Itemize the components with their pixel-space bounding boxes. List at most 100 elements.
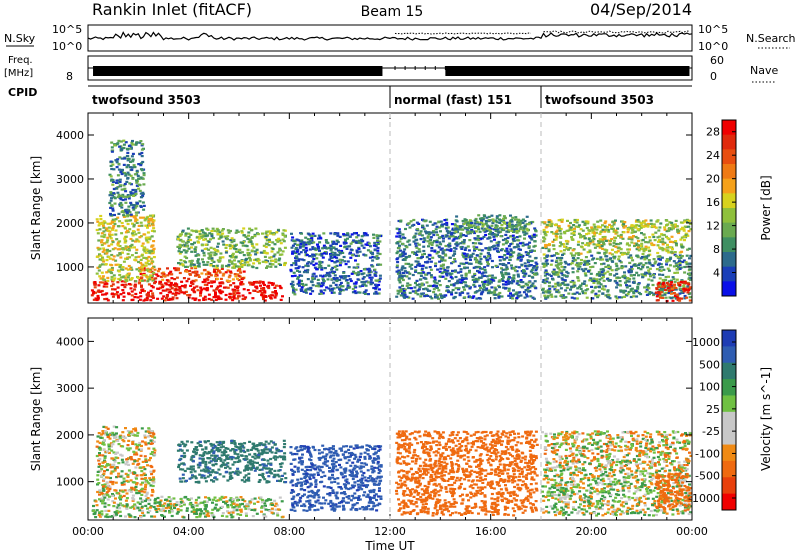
power-cell [512,239,516,242]
power-cell [670,281,674,284]
power-cell [330,253,333,256]
power-cell [466,222,470,225]
power-cell [654,226,658,229]
power-cell [674,219,678,222]
power-cell [573,220,577,223]
power-cell [177,292,181,295]
power-cell [205,263,209,266]
power-cell [304,283,308,286]
power-cell [642,225,646,228]
power-cell [360,244,364,247]
power-cell [623,221,627,224]
power-cell [114,233,118,236]
power-cell [276,240,280,243]
power-cell [636,219,640,222]
power-cell [518,223,522,226]
power-cell [106,236,110,239]
power-cell [256,257,260,261]
power-cell [559,232,563,235]
power-cell [661,283,665,286]
power-cell [130,277,134,280]
power-cell [426,235,430,238]
power-cell [311,246,315,249]
power-cell [461,291,465,294]
power-cell [689,277,692,280]
power-cell [604,239,608,242]
power-cell [456,226,460,229]
power-cell [230,296,233,299]
power-cell [462,239,466,242]
power-cell [416,260,420,263]
power-cell [561,273,565,277]
power-cell [254,285,258,288]
power-cell [397,219,401,223]
power-cell [419,295,423,298]
power-cell [109,222,113,225]
power-cell [123,157,127,160]
power-cell [203,280,207,283]
power-cell [665,219,669,222]
power-cell [234,285,238,288]
power-cell [271,259,275,262]
velocity-cell [168,509,171,513]
power-cell [674,223,677,226]
power-cell [364,243,368,246]
power-cell [359,270,363,273]
power-cell [563,230,566,234]
power-cell [272,255,276,258]
power-cell [125,147,129,150]
power-cell [265,230,269,233]
power-cell [496,228,500,231]
power-cell [341,289,345,292]
power-cell [512,289,515,292]
power-cell [117,212,121,215]
power-cell [469,262,473,265]
power-cell [238,251,242,254]
power-cell [463,218,467,221]
power-cell [341,285,345,288]
power-cell [135,214,138,217]
power-cell [420,292,424,295]
power-cell [408,291,412,294]
power-cell [417,243,421,246]
power-cell [590,254,594,257]
power-cell [217,269,220,272]
power-cell [435,241,439,244]
power-cell [414,281,417,285]
power-cell [559,236,563,239]
power-cell [332,287,336,290]
velocity-cell [98,511,102,514]
power-cell [242,254,246,257]
power-cell [137,260,140,264]
velocity-cell [153,499,157,502]
velocity-cell [260,505,264,508]
power-cell [573,297,577,300]
power-cell [598,232,602,236]
power-cell [504,249,507,252]
power-cell [105,292,109,295]
power-cell [661,296,665,299]
power-cell [125,154,129,158]
velocity-cell [179,498,183,501]
power-cell [144,274,148,277]
power-cell [311,232,315,235]
power-cell [351,287,355,291]
power-cell [475,258,479,261]
power-cell [300,258,304,261]
power-cell [628,244,631,247]
power-cell [620,265,624,268]
power-cell [203,278,207,281]
power-cell [330,256,334,259]
power-cell [655,292,659,295]
power-cell [314,253,318,256]
power-cell [226,235,230,238]
power-cell [137,163,141,166]
power-colorbar-swatch [722,134,736,150]
power-cell [146,270,150,273]
power-cell [100,243,104,247]
power-cell [632,295,636,298]
power-cell [509,235,512,238]
power-cell [544,290,548,293]
power-cell [439,243,443,246]
power-cell [215,271,219,274]
